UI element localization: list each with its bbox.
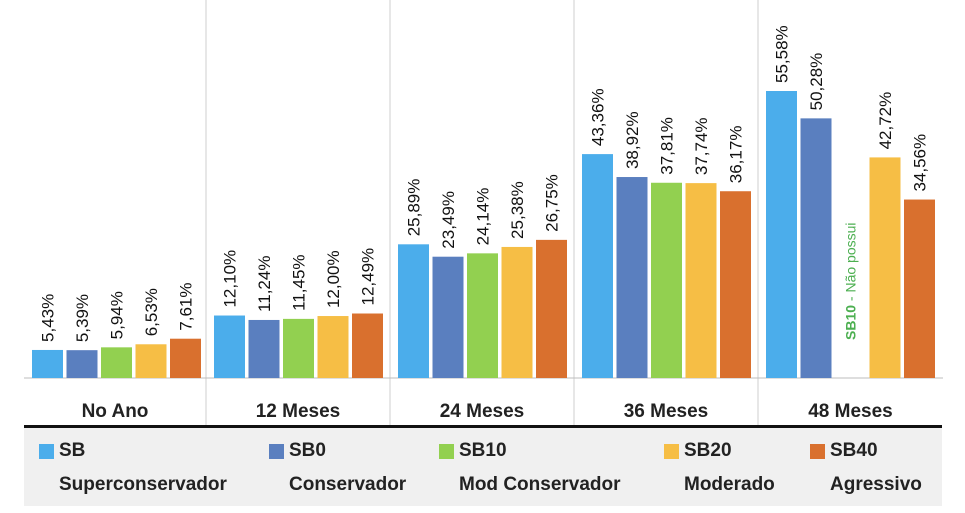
data-label-sb40-2: 26,75% [543,174,562,232]
category-label: 24 Meses [440,401,525,422]
data-label-sb0-3: 38,92% [623,111,642,169]
data-label-sb-2: 25,89% [405,179,424,237]
data-label-sb10-1: 11,45% [290,254,309,310]
bar-chart: 5,43% 5,39% 5,94% 6,53% 7,61% No Ano 12,10% 11,… [24,0,943,425]
no-data-annotation: SB10 - Não possui [843,222,859,340]
bar-sb-0 [32,349,63,378]
bar-sb-3 [582,154,613,378]
bar-sb20-3 [685,183,717,378]
data-label-sb20-3: 37,74% [692,117,711,175]
data-label-sb-3: 43,36% [589,88,608,146]
data-label-sb-4: 55,58% [773,25,792,83]
data-label-sb10-0: 5,94% [108,291,127,339]
bar-sb40-0 [170,338,201,378]
bar-sb20-2 [501,246,533,378]
bar-sb20-1 [317,316,349,378]
legend-swatch-sb0 [269,444,284,459]
bar-sb40-4 [904,199,935,378]
data-label-sb0-4: 50,28% [807,53,826,111]
data-label-sb40-4: 34,56% [911,134,930,192]
legend-subtitle-sb40: Agressivo [830,474,922,495]
bar-sb40-1 [352,313,383,378]
bar-sb0-4 [800,118,832,378]
data-label-sb-0: 5,43% [39,294,58,342]
data-label-sb20-1: 12,00% [324,250,343,308]
bar-sb-4 [766,91,797,378]
data-label-sb20-0: 6,53% [142,288,161,336]
bar-sb40-3 [720,191,751,378]
data-label-sb20-4: 42,72% [876,92,895,150]
bar-sb40-2 [536,239,567,378]
legend-swatch-sb10 [439,444,454,459]
data-label-sb40-3: 36,17% [727,126,746,184]
legend-label-sb40: SB40 [830,440,878,461]
data-label-sb10-2: 24,14% [474,188,493,246]
data-label-sb0-1: 11,24% [255,256,274,312]
bar-sb10-0 [101,347,132,378]
category-label: 12 Meses [256,401,341,422]
bar-sb10-1 [283,318,314,378]
legend-label-sb0: SB0 [289,440,326,461]
bar-sb10-2 [467,253,498,378]
bar-sb10-3 [651,182,682,378]
legend-swatch-sb [39,444,54,459]
legend-subtitle-sb10: Mod Conservador [459,474,621,495]
category-label: 48 Meses [808,401,893,422]
bar-sb-2 [398,244,429,378]
bar-sb20-4 [869,157,901,378]
bar-sb0-3 [616,177,648,378]
legend-subtitle-sb20: Moderado [684,474,775,495]
legend-label-sb20: SB20 [684,440,732,461]
legend-subtitle-sb0: Conservador [289,474,407,495]
category-label: 36 Meses [624,401,709,422]
data-label-sb10-3: 37,81% [658,117,677,175]
bar-sb0-2 [432,256,464,378]
bar-sb0-0 [66,350,98,378]
data-label-sb40-1: 12,49% [359,248,378,306]
data-label-sb0-0: 5,39% [73,294,92,342]
data-label-sb20-2: 25,38% [508,181,527,239]
bar-sb0-1 [248,319,280,378]
data-label-sb40-0: 7,61% [177,283,196,331]
bar-sb20-0 [135,344,167,378]
legend-subtitle-sb: Superconservador [59,474,227,495]
category-label: No Ano [82,401,149,422]
legend: SB Superconservador SB0 Conservador SB10… [24,425,942,506]
bar-sb-1 [214,315,245,378]
data-label-sb-1: 12,10% [221,250,240,308]
legend-swatch-sb40 [810,444,825,459]
legend-label-sb: SB [59,440,86,461]
data-label-sb0-2: 23,49% [439,191,458,249]
legend-swatch-sb20 [664,444,679,459]
legend-label-sb10: SB10 [459,440,507,461]
